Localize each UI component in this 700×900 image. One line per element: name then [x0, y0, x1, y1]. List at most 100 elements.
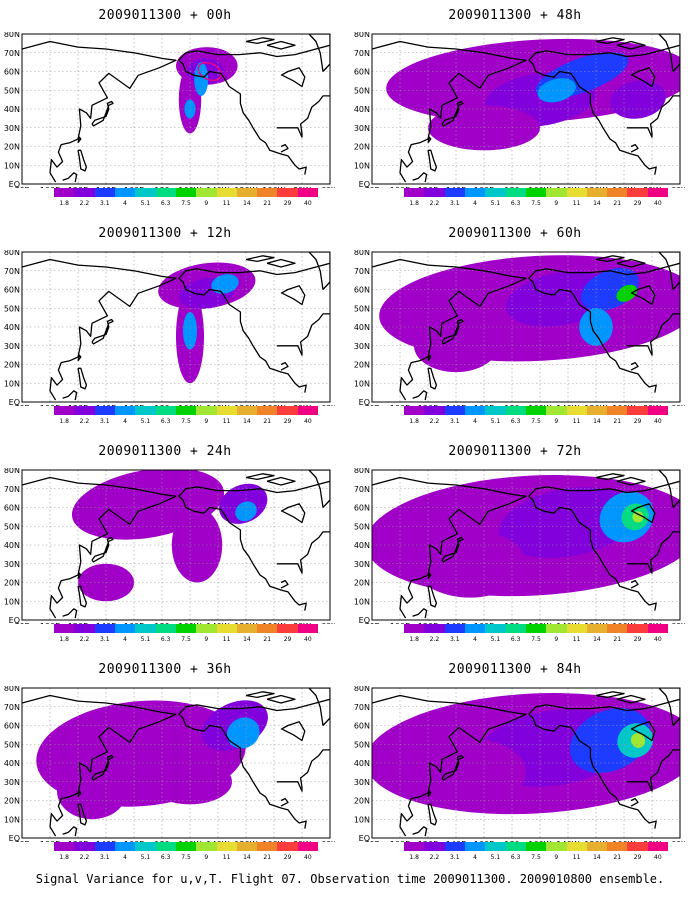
lon-tick-label: 120W	[234, 186, 257, 188]
lat-tick-label: 10N	[4, 597, 20, 606]
map-plot: 80E 100E 120E 140E 160E 180 160W 140W 120W 100W 80…	[4, 468, 335, 624]
lon-tick-label: 140W	[556, 186, 579, 188]
lon-tick-label: 80E	[14, 186, 29, 188]
colorbar-label: 14	[243, 418, 251, 425]
lat-tick-label: 70N	[354, 485, 370, 494]
lat-tick-label: 20N	[354, 143, 370, 152]
lon-tick-label: 160E	[124, 840, 144, 842]
colorbar-swatch	[257, 188, 278, 197]
colorbar-label: 11	[572, 200, 581, 207]
colorbar-swatch	[525, 406, 547, 415]
colorbar-swatch	[566, 406, 587, 415]
colorbar-swatch	[74, 842, 95, 851]
colorbar-swatch	[505, 624, 526, 633]
grid-lines	[22, 252, 330, 402]
lon-tick-label: 160W	[178, 622, 201, 624]
colorbar-swatch	[277, 188, 298, 197]
colorbar-swatch	[94, 406, 115, 415]
colorbar-swatch	[297, 406, 319, 415]
colorbar-label: 5.1	[490, 854, 501, 861]
figure-caption: Signal Variance for u,v,T. Flight 07. Ob…	[35, 872, 665, 886]
colorbar-label: 5.1	[490, 200, 501, 207]
lat-tick-label: EQ	[359, 616, 370, 624]
colorbar-label: 6.3	[160, 636, 171, 643]
colorbar-swatch	[94, 624, 115, 633]
lat-tick-label: 70N	[354, 703, 370, 712]
colorbar-label: 21	[613, 418, 622, 425]
colorbar-swatch	[236, 624, 258, 633]
colorbar-swatch	[196, 842, 217, 851]
lon-tick-label: 100E	[390, 840, 410, 842]
map-background	[22, 34, 330, 184]
colorbar-swatch	[94, 842, 115, 851]
map-frame	[21, 469, 331, 621]
colorbar-swatch	[607, 406, 628, 415]
lon-tick-label: 120E	[68, 186, 88, 188]
lon-tick-label: 160W	[528, 840, 551, 842]
grid-lines	[372, 252, 680, 402]
colorbar-swatch	[444, 842, 465, 851]
colorbar-swatch	[404, 188, 425, 197]
colorbar-swatch	[505, 406, 526, 415]
colorbar-swatch	[74, 188, 95, 197]
colorbar-label: 5.1	[140, 636, 151, 643]
variance-contour	[414, 738, 526, 807]
colorbar-label: 1.8	[409, 636, 419, 643]
lat-tick-label: EQ	[359, 398, 370, 406]
colorbar-swatch	[566, 624, 587, 633]
map-panel: 2009011300 + 24h 80E 100E 120E 140E 160E 180 16…	[0, 444, 335, 654]
lat-tick-label: 80N	[4, 468, 20, 475]
colorbar-label: 21	[613, 200, 622, 207]
colorbar-swatch	[135, 406, 156, 415]
colorbar-label: 3.1	[449, 636, 460, 643]
map-plot: 80E 100E 120E 140E 160E 180 160W 140W 120W 100W 80…	[354, 32, 685, 188]
lon-tick-label: 60W	[671, 186, 685, 188]
lon-tick-label: 140W	[206, 622, 229, 624]
lon-tick-label: 100E	[390, 404, 410, 406]
colorbar-label: 40	[654, 200, 662, 207]
panel-title: 2009011300 + 12h	[98, 226, 232, 241]
lon-tick-label: 60W	[321, 622, 335, 624]
colorbar-label: 6.3	[160, 200, 171, 207]
colorbar-labels: 1.8 2.2 3.1 4 5.1 6.3 7.5 9 11 14 21 29 40	[404, 854, 668, 864]
variance-contour	[632, 511, 644, 523]
lon-tick-label: 100E	[40, 404, 60, 406]
colorbar-swatch	[647, 624, 669, 633]
colorbar-label: 11	[222, 200, 231, 207]
lon-tick-label: 80E	[364, 622, 379, 624]
lon-tick-label: 160W	[178, 404, 201, 406]
variance-contour	[630, 733, 646, 748]
colorbar-label: 7.5	[181, 200, 191, 207]
colorbar-label: 40	[304, 636, 312, 643]
colorbar-swatch	[155, 188, 176, 197]
colorbar-swatch	[566, 188, 587, 197]
colorbar-label: 4	[473, 200, 477, 207]
colorbar-label: 29	[283, 636, 292, 643]
colorbar-label: 2.2	[429, 418, 440, 425]
coastlines	[22, 470, 330, 619]
colorbar-labels: 1.8 2.2 3.1 4 5.1 6.3 7.5 9 11 14 21 29 40	[54, 200, 318, 210]
panel-title: 2009011300 + 36h	[98, 662, 232, 677]
colorbar-label: 6.3	[160, 418, 171, 425]
colorbar-swatch	[546, 842, 567, 851]
lat-tick-label: 40N	[354, 759, 370, 768]
lon-tick-label: 140W	[556, 840, 579, 842]
colorbar-label: 4	[123, 200, 127, 207]
colorbar-swatch	[424, 842, 445, 851]
lon-tick-label: 80E	[364, 404, 379, 406]
lon-tick-label: 160W	[178, 840, 201, 842]
lon-tick-label: 160W	[528, 622, 551, 624]
colorbar-swatch	[114, 406, 136, 415]
panel-title: 2009011300 + 48h	[448, 8, 582, 23]
colorbar-label: 4	[473, 854, 477, 861]
colorbar-swatch	[54, 188, 75, 197]
lon-tick-label: 120E	[418, 186, 438, 188]
lon-tick-label: 60W	[671, 840, 685, 842]
colorbar-swatch	[505, 188, 526, 197]
colorbar-label: 14	[593, 200, 601, 207]
lat-tick-label: 20N	[4, 143, 20, 152]
lat-tick-label: 80N	[354, 686, 370, 693]
map-frame	[371, 469, 681, 621]
colorbar-label: 29	[633, 636, 642, 643]
colorbar-swatch	[424, 624, 445, 633]
